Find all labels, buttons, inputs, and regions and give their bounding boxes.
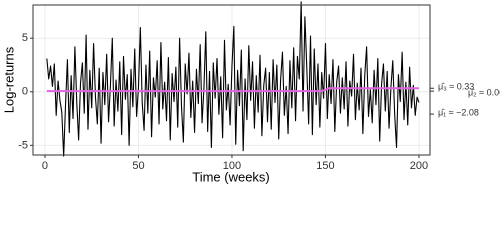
- x-tick-label: 0: [42, 160, 48, 172]
- x-tick-label: 50: [132, 160, 144, 172]
- y-tick-label: 5: [22, 32, 28, 44]
- y-tick-label: 0: [22, 86, 28, 98]
- y-tick-label: -5: [18, 139, 28, 151]
- annotation: μ̂₃ ≈ 0.33: [438, 82, 474, 92]
- x-tick-label: 150: [316, 160, 334, 172]
- annotation: μ̂₂ ≈ 0.06: [468, 88, 500, 98]
- x-axis-label: Time (weeks): [192, 169, 270, 184]
- data-line: [46, 1, 420, 157]
- x-tick-label: 100: [223, 160, 241, 172]
- x-tick-label: 200: [410, 160, 428, 172]
- y-axis-label: Log-returns: [1, 46, 16, 113]
- fitted-line: [46, 87, 419, 93]
- annotation: μ̂₁ ≈ −2.08: [438, 107, 479, 117]
- plot-border: [32, 4, 431, 156]
